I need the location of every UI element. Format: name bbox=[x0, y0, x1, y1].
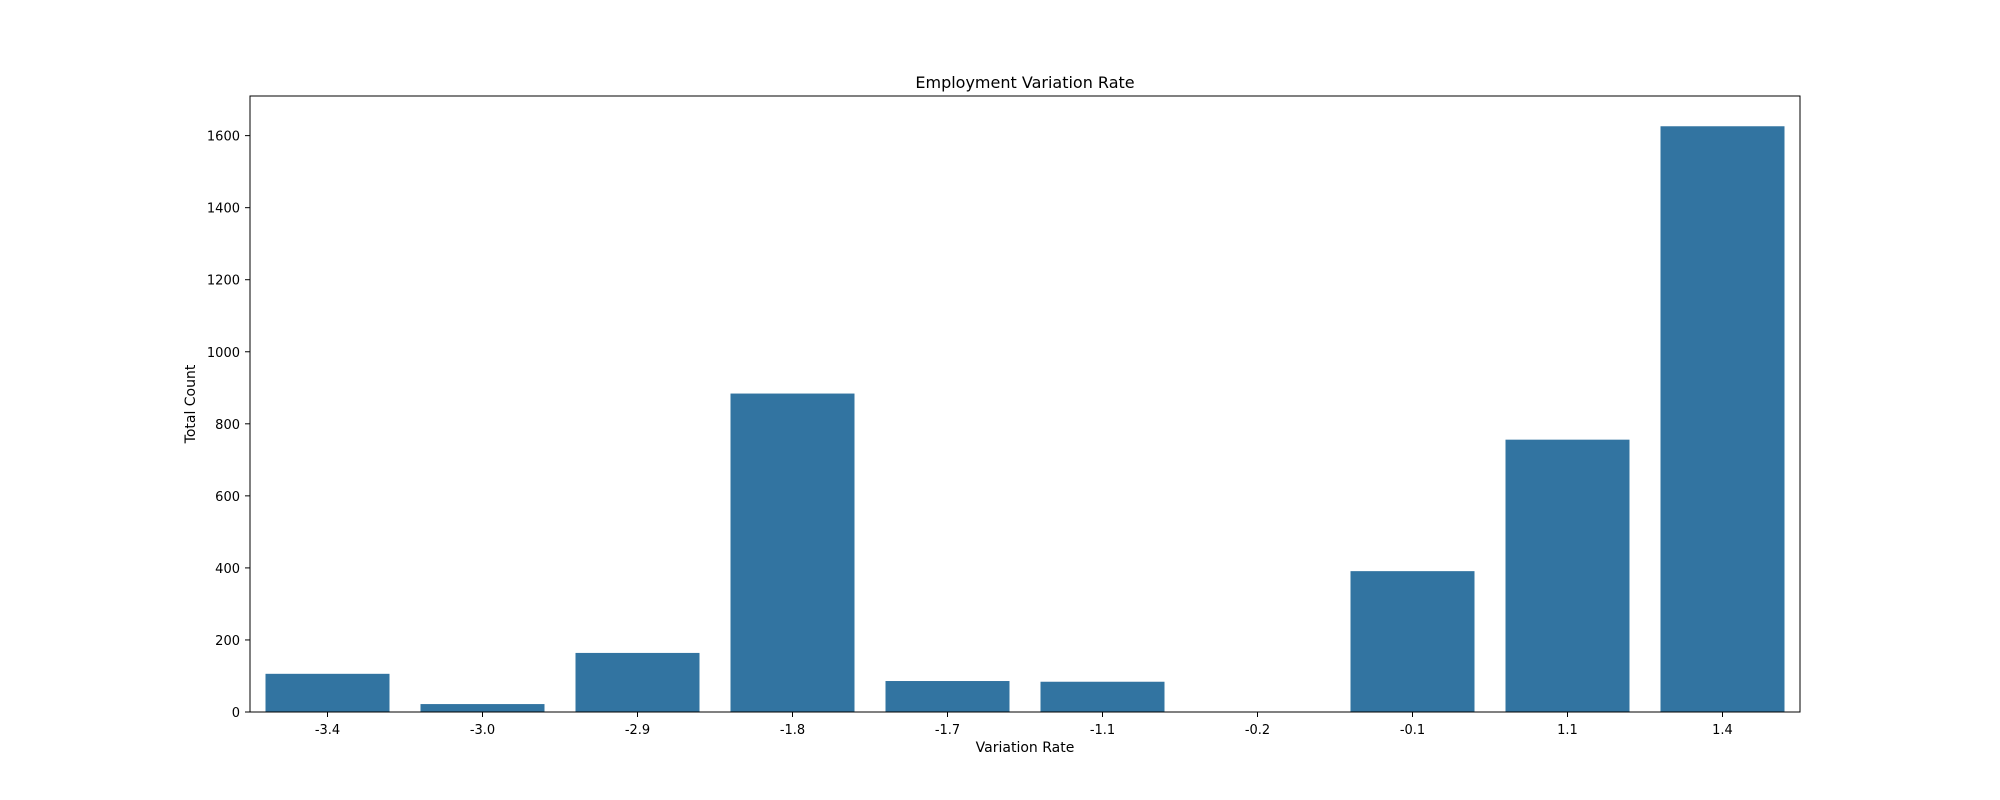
x-tick-label: -0.1 bbox=[1400, 723, 1425, 738]
y-axis-ticks: 0 200 400 600 800 1000 1200 1400 1600 bbox=[207, 130, 250, 721]
bar--2.9 bbox=[575, 652, 700, 712]
x-tick-label: -3.0 bbox=[470, 723, 495, 738]
y-tick-label: 1000 bbox=[207, 346, 240, 361]
bar--3.4 bbox=[265, 673, 390, 712]
plot-frame bbox=[249, 95, 1801, 713]
x-tick-label: 1.4 bbox=[1712, 723, 1733, 738]
y-tick-label: 1200 bbox=[207, 274, 240, 289]
y-tick-label: 200 bbox=[215, 634, 240, 649]
bar--1.1 bbox=[1040, 681, 1165, 712]
y-tick-label: 1600 bbox=[207, 130, 240, 145]
chart-title: Employment Variation Rate bbox=[915, 73, 1134, 92]
bar-1.4 bbox=[1660, 126, 1785, 713]
bar--0.1 bbox=[1350, 571, 1475, 712]
x-tick-label: -3.4 bbox=[315, 723, 340, 738]
y-tick-label: 400 bbox=[215, 562, 240, 577]
x-tick-label: 1.1 bbox=[1557, 723, 1578, 738]
y-tick-label: 1400 bbox=[207, 202, 240, 217]
bar--1.8 bbox=[730, 393, 855, 712]
bars-layer bbox=[265, 126, 1785, 713]
x-tick-label: -1.8 bbox=[780, 723, 805, 738]
x-tick-label: -2.9 bbox=[625, 723, 650, 738]
bar--1.7 bbox=[885, 681, 1010, 712]
x-axis-ticks: -3.4 -3.0 -2.9 -1.8 -1.7 -1.1 -0.2 -0.1 1.1 1.4 bbox=[315, 712, 1733, 738]
bar-1.1 bbox=[1505, 439, 1630, 712]
bar--3.0 bbox=[420, 704, 545, 712]
x-axis-label: Variation Rate bbox=[976, 740, 1075, 756]
x-tick-label: -0.2 bbox=[1245, 723, 1270, 738]
y-axis-label: Total Count bbox=[183, 364, 199, 444]
y-tick-label: 0 bbox=[232, 706, 240, 721]
x-tick-label: -1.1 bbox=[1090, 723, 1115, 738]
y-tick-label: 800 bbox=[215, 418, 240, 433]
x-tick-label: -1.7 bbox=[935, 723, 960, 738]
y-tick-label: 600 bbox=[215, 490, 240, 505]
